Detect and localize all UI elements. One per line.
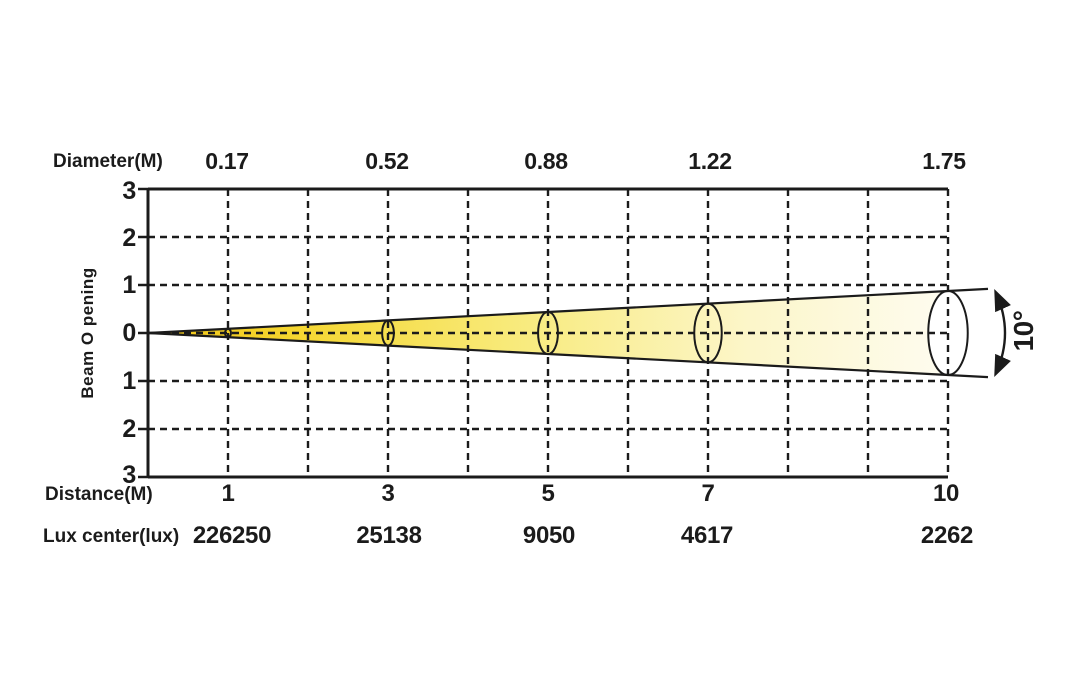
diameter-value: 0.88 bbox=[524, 148, 568, 174]
y-tick-label: 0 bbox=[122, 319, 136, 347]
lux-value: 4617 bbox=[680, 522, 734, 549]
lux-value: 2262 bbox=[920, 522, 974, 549]
diameter-value: 0.52 bbox=[365, 148, 409, 174]
y-tick-label: 3 bbox=[122, 177, 136, 205]
diameter-row-label: Diameter(M) bbox=[53, 151, 163, 172]
y-tick-label: 1 bbox=[122, 271, 136, 299]
lux-value: 9050 bbox=[522, 522, 576, 549]
distance-value: 1 bbox=[221, 480, 235, 507]
beam-angle-label: 10° bbox=[1008, 310, 1039, 352]
y-tick-label: 1 bbox=[122, 367, 136, 395]
y-axis-label: Beam O pening bbox=[78, 267, 97, 399]
y-tick-label: 3 bbox=[122, 461, 136, 489]
distance-row-label: Distance(M) bbox=[45, 484, 153, 505]
distance-value: 7 bbox=[701, 480, 715, 507]
diameter-value: 1.75 bbox=[922, 148, 966, 174]
distance-value: 5 bbox=[541, 480, 555, 507]
y-tick-label: 2 bbox=[122, 224, 136, 252]
diameter-value: 0.17 bbox=[205, 148, 249, 174]
distance-value: 3 bbox=[381, 480, 395, 507]
lux-row-label: Lux center(lux) bbox=[43, 526, 180, 547]
y-tick-label: 2 bbox=[122, 415, 136, 443]
diameter-value: 1.22 bbox=[688, 148, 732, 174]
distance-value: 10 bbox=[932, 480, 960, 507]
lux-value: 25138 bbox=[356, 522, 422, 549]
lux-value: 226250 bbox=[192, 522, 272, 549]
